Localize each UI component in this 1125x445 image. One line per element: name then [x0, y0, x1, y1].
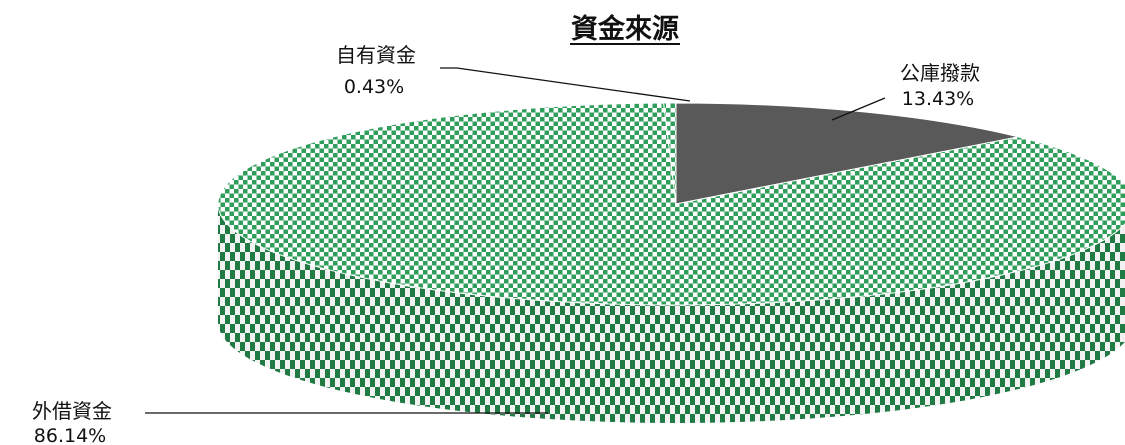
chart-title: 資金來源 — [571, 13, 679, 45]
slice-own-fund — [663, 102, 677, 205]
slice-borrowed-fund — [217, 102, 1125, 306]
leader-line-own-fund — [440, 67, 691, 102]
slice-public-fund — [675, 102, 1019, 205]
label-category-public-fund: 公庫撥款 — [900, 61, 980, 85]
leader-line-public-fund — [831, 97, 886, 121]
label-value-public-fund: 13.43% — [902, 88, 974, 110]
label-category-own-fund: 自有資金 — [336, 43, 416, 67]
label-category-borrowed-fund: 外借資金 — [32, 399, 112, 423]
slice-borrowed-fund-side — [218, 204, 1125, 423]
label-value-borrowed-fund: 86.14% — [34, 425, 106, 445]
label-value-own-fund: 0.43% — [344, 76, 404, 98]
